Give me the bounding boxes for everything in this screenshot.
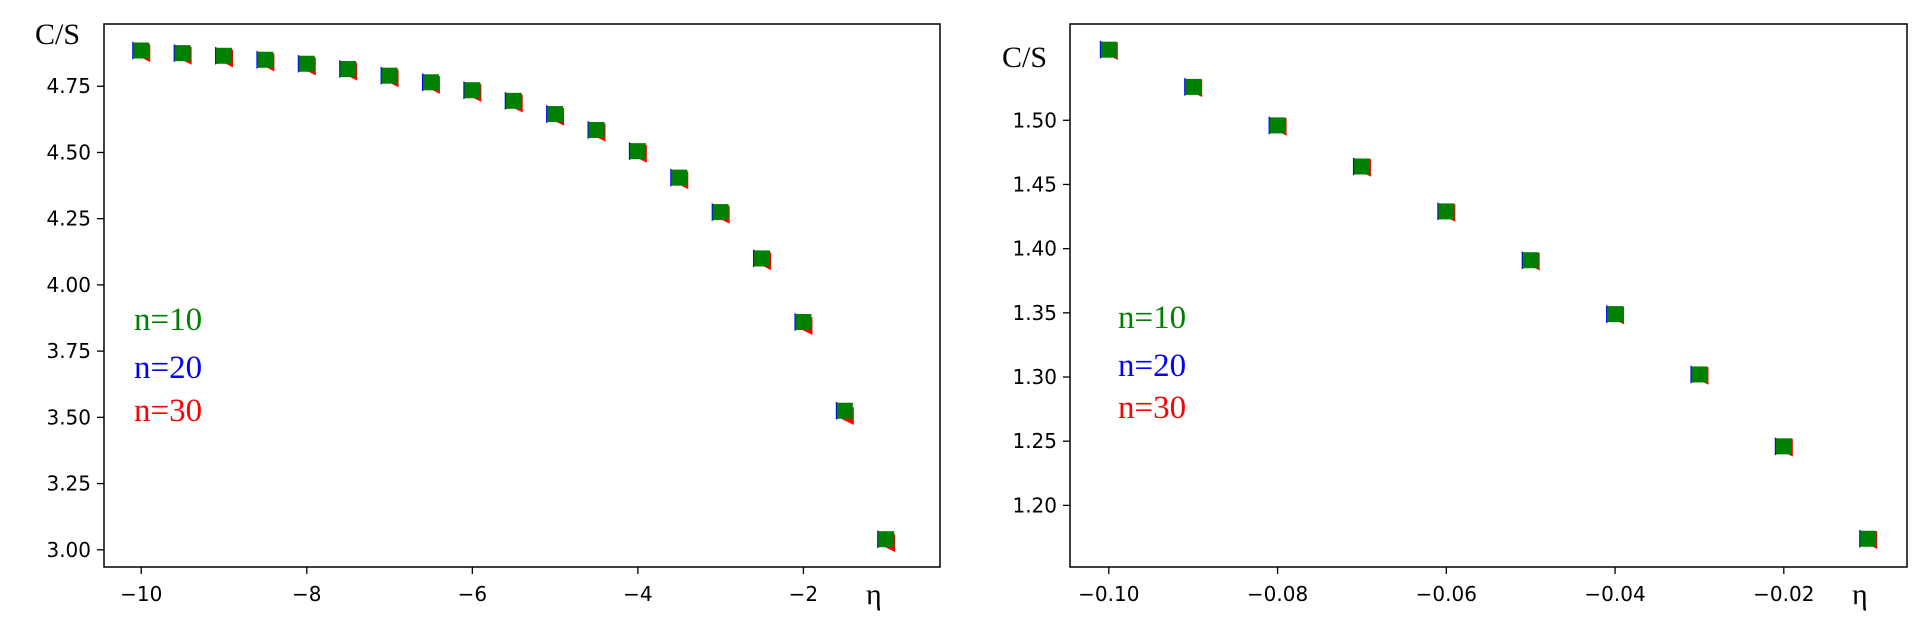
data-point-n10 (712, 204, 729, 221)
data-point-n10 (1775, 438, 1792, 455)
data-point-n10 (1269, 117, 1286, 134)
x-tick-label: −8 (292, 582, 321, 606)
data-point-n10 (340, 61, 357, 78)
data-point-n10 (422, 74, 439, 91)
x-tick-label: −2 (789, 582, 818, 606)
y-tick-label: 4.00 (46, 273, 91, 297)
right-plot-frame (1069, 23, 1908, 568)
right-y-axis-title: C/S (1002, 41, 1047, 74)
legend-entry-n20: n=20 (134, 350, 202, 386)
y-tick-label: 3.00 (46, 538, 91, 562)
y-tick-label: 4.50 (46, 140, 91, 164)
y-tick-label: 3.25 (46, 472, 91, 496)
legend-entry-n10: n=10 (1118, 300, 1186, 336)
data-point-n10 (795, 313, 812, 330)
data-point-n10 (1185, 78, 1202, 95)
data-point-n10 (1522, 252, 1539, 269)
y-tick-label: 1.45 (1012, 172, 1057, 196)
right-data-markers (1099, 40, 1878, 550)
y-tick-label: 3.50 (46, 405, 91, 429)
data-point-n10 (547, 106, 564, 123)
left-legend: n=10 n=20 n=30 (134, 302, 202, 429)
x-tick-label: −0.02 (1753, 582, 1814, 606)
left-ticks: −10 −8 −6 −4 −2 3.00 3.25 3.50 3.75 4.00 4.25 4.50 4… (46, 74, 818, 606)
data-point-n10 (505, 92, 522, 109)
data-point-n10 (1607, 306, 1624, 323)
data-point-n10 (629, 143, 646, 160)
data-point-n10 (1691, 366, 1708, 383)
data-point-n10 (671, 169, 688, 186)
left-plot-frame (103, 23, 941, 568)
legend-entry-n30: n=30 (1118, 390, 1186, 426)
legend-entry-n30: n=30 (134, 393, 202, 429)
legend-entry-n10: n=10 (134, 302, 202, 338)
x-tick-label: −0.08 (1247, 582, 1308, 606)
data-point-n10 (464, 82, 481, 99)
y-tick-label: 1.30 (1012, 365, 1057, 389)
x-tick-label: −10 (120, 582, 162, 606)
x-tick-label: −4 (623, 582, 652, 606)
left-x-axis-title: η (866, 578, 882, 611)
y-tick-label: 1.25 (1012, 429, 1057, 453)
y-tick-label: 1.40 (1012, 237, 1057, 261)
left-y-axis-title: C/S (35, 18, 80, 51)
right-chart-panel: C/S η −0.10 −0.08 −0.06 −0.04 −0.02 1.20 1.25 1… (1002, 23, 1908, 611)
legend-entry-n20: n=20 (1118, 348, 1186, 384)
right-ticks: −0.10 −0.08 −0.06 −0.04 −0.02 1.20 1.25 1.30 1.3… (1012, 108, 1814, 606)
data-point-n10 (1100, 41, 1117, 58)
y-tick-label: 1.50 (1012, 108, 1057, 132)
y-tick-label: 1.20 (1012, 493, 1057, 517)
data-point-n10 (1860, 530, 1877, 547)
right-x-axis-title: η (1852, 578, 1868, 611)
x-tick-label: −0.04 (1584, 582, 1645, 606)
data-point-n10 (588, 121, 605, 138)
data-point-n10 (836, 402, 853, 419)
data-point-n10 (1353, 158, 1370, 175)
data-point-n10 (174, 45, 191, 62)
data-point-n10 (381, 67, 398, 84)
data-point-n10 (298, 55, 315, 72)
data-point-n10 (1438, 203, 1455, 220)
data-point-n10 (878, 531, 895, 548)
left-data-markers (132, 41, 896, 553)
y-tick-label: 4.25 (46, 207, 91, 231)
data-point-n10 (257, 51, 274, 68)
y-tick-label: 3.75 (46, 339, 91, 363)
x-tick-label: −0.10 (1078, 582, 1139, 606)
data-point-n10 (754, 250, 771, 267)
right-legend: n=10 n=20 n=30 (1118, 300, 1186, 426)
x-tick-label: −0.06 (1416, 582, 1477, 606)
data-point-n10 (133, 42, 150, 59)
y-tick-label: 1.35 (1012, 301, 1057, 325)
data-point-n10 (216, 47, 233, 64)
y-tick-label: 4.75 (46, 74, 91, 98)
x-tick-label: −6 (458, 582, 487, 606)
left-chart-panel: C/S η −10 −8 −6 −4 −2 3.00 3.25 3.50 3.75 4.00 4.2… (35, 18, 941, 611)
